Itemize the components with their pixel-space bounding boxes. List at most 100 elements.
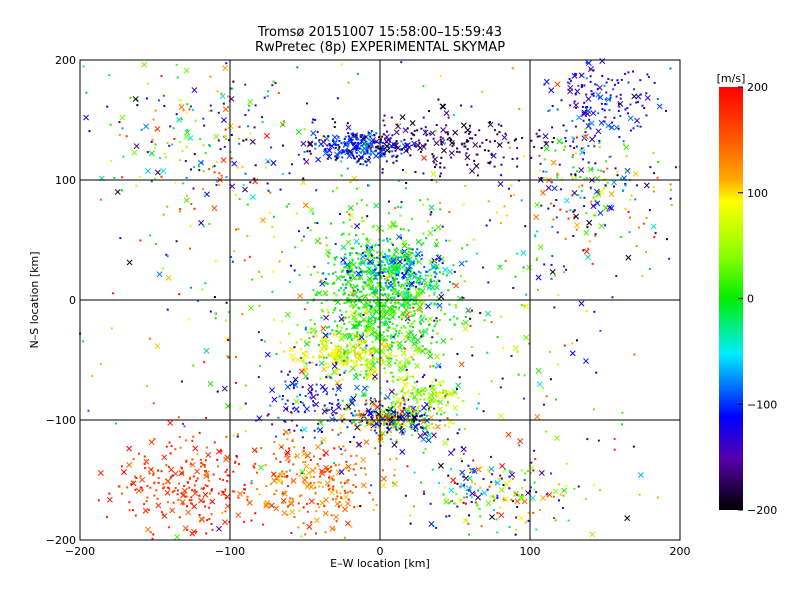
point-dot-2266 [573, 100, 576, 103]
point-dot-954 [412, 262, 415, 265]
point-dot-630 [434, 244, 437, 247]
point-dot-2913 [343, 482, 346, 485]
point-dot-3002 [340, 497, 343, 500]
point-dot-1504 [385, 414, 388, 417]
point-dot-2560 [645, 216, 648, 219]
point-dot-2870 [319, 481, 322, 484]
point-dot-4040 [550, 263, 553, 266]
point-x-4130 [380, 482, 387, 489]
point-x-1539 [401, 421, 408, 428]
point-dot-3219 [470, 469, 473, 472]
point-dot-1732 [442, 380, 445, 383]
point-dot-2299 [617, 127, 620, 130]
point-dot-3646 [336, 187, 339, 190]
point-dot-3749 [420, 481, 423, 484]
point-dot-4074 [452, 113, 455, 116]
point-dot-1633 [371, 419, 374, 422]
point-dot-4085 [435, 317, 438, 320]
point-dot-704 [340, 326, 343, 329]
point-dot-3486 [176, 76, 179, 79]
point-dot-2093 [381, 171, 384, 174]
point-dot-3229 [599, 489, 602, 492]
point-dot-3441 [171, 143, 174, 146]
point-dot-3480 [244, 172, 247, 175]
point-dot-722 [428, 323, 431, 326]
point-dot-1805 [341, 151, 344, 154]
point-x-3222 [538, 470, 545, 476]
point-dot-2979 [237, 496, 240, 499]
point-dot-211 [374, 319, 377, 322]
point-dot-186 [353, 312, 356, 315]
point-dot-1145 [389, 281, 392, 284]
point-dot-396 [461, 322, 464, 325]
point-dot-2443 [547, 207, 550, 210]
point-dot-3944 [348, 352, 351, 355]
point-dot-3817 [211, 165, 214, 168]
point-x-923 [353, 238, 360, 245]
point-dot-805 [410, 285, 413, 288]
point-dot-1828 [355, 136, 358, 139]
point-dot-1812 [359, 144, 362, 147]
point-dot-2297 [585, 61, 588, 64]
point-x-2332 [542, 133, 549, 140]
point-dot-3633 [370, 484, 373, 487]
point-dot-1469 [401, 431, 404, 434]
point-dot-3746 [481, 90, 484, 93]
point-dot-2027 [444, 131, 447, 134]
point-x-3154 [494, 479, 501, 486]
point-dot-3409 [288, 172, 291, 175]
point-dot-3455 [238, 197, 241, 200]
point-dot-107 [360, 290, 363, 293]
point-dot-714 [395, 256, 398, 259]
point-dot-574 [395, 225, 398, 228]
point-dot-2908 [344, 449, 347, 452]
point-dot-3096 [316, 463, 319, 466]
point-dot-3311 [346, 426, 349, 429]
point-dot-2929 [312, 475, 315, 478]
point-x-3668 [523, 303, 530, 310]
point-dot-44 [372, 347, 375, 350]
point-x-3902 [462, 325, 469, 332]
point-dot-2577 [637, 226, 640, 229]
point-dot-3547 [241, 165, 244, 168]
point-dot-87 [445, 393, 448, 396]
point-dot-705 [373, 265, 376, 268]
point-dot-3799 [357, 186, 360, 189]
point-dot-1383 [383, 397, 386, 400]
point-dot-658 [327, 273, 330, 276]
point-dot-3864 [459, 104, 462, 107]
point-dot-3422 [160, 75, 163, 78]
point-dot-3408 [154, 129, 157, 132]
point-x-712 [427, 353, 434, 360]
point-x-3826 [569, 350, 576, 357]
point-x-2194 [464, 154, 471, 161]
point-x-2562 [608, 205, 615, 212]
point-x-2745 [237, 490, 243, 497]
point-dot-3053 [335, 520, 338, 523]
point-x-2804 [167, 419, 174, 426]
point-x-3013 [309, 467, 316, 474]
point-x-3977 [589, 531, 596, 538]
point-dot-632 [418, 329, 421, 332]
point-dot-2442 [570, 173, 573, 176]
point-dot-378 [393, 253, 396, 256]
point-dot-1956 [413, 142, 416, 145]
point-dot-1672 [365, 421, 368, 424]
point-x-3375 [313, 401, 320, 408]
point-dot-238 [355, 303, 358, 306]
point-dot-3609 [118, 133, 121, 136]
point-dot-2092 [493, 129, 496, 132]
point-dot-2810 [205, 532, 208, 535]
point-dot-3835 [287, 203, 290, 206]
point-dot-282 [424, 347, 427, 350]
point-dot-3205 [527, 519, 530, 522]
point-dot-2278 [605, 81, 608, 84]
point-dot-1868 [366, 146, 369, 149]
point-dot-2899 [372, 498, 375, 501]
point-x-4011 [333, 367, 340, 374]
point-dot-4002 [652, 190, 655, 193]
point-dot-3024 [351, 491, 354, 494]
point-dot-2085 [312, 118, 315, 121]
point-dot-1949 [350, 132, 353, 135]
point-dot-92 [402, 228, 405, 231]
